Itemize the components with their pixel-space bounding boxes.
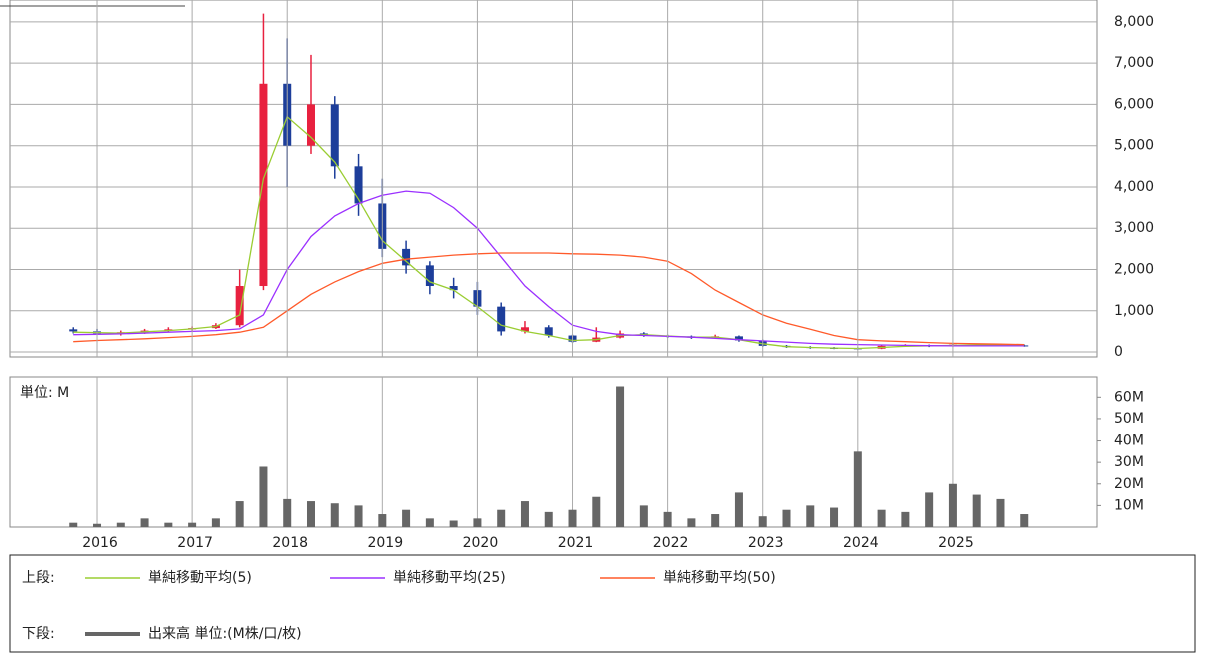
legend-upper-label: 上段: (22, 570, 55, 586)
y-tick-label: 1,000 (1114, 303, 1154, 319)
volume-bar (473, 518, 482, 527)
volume-bar (235, 501, 244, 527)
ma-line (73, 115, 1025, 350)
volume-bar (259, 466, 268, 527)
legend-label: 単純移動平均(50) (663, 570, 776, 586)
volume-bar (378, 514, 387, 527)
volume-bar (972, 494, 981, 527)
ma-line (73, 190, 1025, 347)
candle-body (354, 166, 363, 204)
volume-bar (544, 511, 553, 527)
volume-bar (306, 501, 315, 527)
y-tick-label: 40M (1114, 433, 1144, 449)
volume-bar (449, 520, 458, 527)
y-tick-label: 50M (1114, 411, 1144, 427)
volume-bar (948, 483, 957, 527)
volume-bar (497, 509, 506, 527)
candle-body (69, 329, 78, 332)
volume-bar (354, 505, 363, 527)
volume-bar (425, 518, 434, 527)
y-tick-label: 10M (1114, 497, 1144, 513)
volume-bar (616, 386, 625, 527)
legend-label: 出来高 単位:(M株/口/枚) (148, 625, 302, 642)
candle-body (497, 306, 506, 332)
candle-body (402, 248, 411, 266)
volume-bar (1020, 514, 1029, 527)
legend-label: 単純移動平均(25) (393, 570, 506, 586)
volume-bar (663, 511, 672, 527)
x-tick-label: 2020 (463, 535, 499, 551)
x-tick-label: 2016 (82, 535, 118, 551)
volume-bar (520, 501, 529, 527)
y-tick-label: 0 (1114, 344, 1123, 360)
volume-bar (330, 503, 339, 527)
y-tick-label: 6,000 (1114, 96, 1154, 112)
y-tick-label: 8,000 (1114, 14, 1154, 30)
volume-bar (164, 522, 173, 527)
candle-body (425, 265, 434, 287)
x-tick-label: 2021 (558, 535, 594, 551)
volume-bar (830, 507, 839, 527)
volume-bar (877, 509, 886, 527)
volume-bar (782, 509, 791, 527)
y-tick-label: 4,000 (1114, 179, 1154, 195)
y-tick-label: 30M (1114, 454, 1144, 470)
volume-bar (188, 522, 197, 527)
volume-bar (93, 523, 102, 527)
volume-bar (925, 492, 934, 527)
volume-bar (806, 505, 815, 527)
volume-bar (734, 492, 743, 527)
candle-body (259, 83, 268, 287)
x-tick-label: 2022 (653, 535, 689, 551)
volume-bar (853, 451, 862, 527)
candle-body (235, 286, 244, 326)
legend-lower-label: 下段: (22, 626, 55, 642)
x-tick-label: 2018 (272, 535, 308, 551)
candle-body (306, 104, 315, 146)
legend-label: 単純移動平均(5) (148, 570, 252, 586)
x-tick-label: 2024 (843, 535, 879, 551)
volume-bar (140, 518, 149, 527)
candle-body (330, 104, 339, 167)
volume-bar (996, 498, 1005, 527)
candle-body (1020, 345, 1029, 347)
volume-bar (592, 496, 601, 527)
volume-bar (283, 498, 292, 527)
volume-bar (402, 509, 411, 527)
volume-panel (9, 376, 1098, 528)
volume-bar (758, 516, 767, 527)
volume-bar (116, 522, 125, 527)
volume-bar (211, 518, 220, 527)
x-tick-label: 2025 (938, 535, 974, 551)
y-tick-label: 5,000 (1114, 138, 1154, 154)
candle-body (449, 286, 458, 291)
y-tick-label: 7,000 (1114, 55, 1154, 71)
unit-label: 単位: M (20, 385, 69, 401)
candle-body (544, 327, 553, 336)
x-tick-label: 2017 (177, 535, 213, 551)
y-tick-label: 2,000 (1114, 262, 1154, 278)
candle-body (520, 327, 529, 332)
price-panel (9, 0, 1098, 358)
legend-box (9, 554, 1196, 653)
volume-bar (711, 514, 720, 527)
volume-bar (568, 509, 577, 527)
x-tick-label: 2023 (748, 535, 784, 551)
y-tick-label: 20M (1114, 476, 1144, 492)
volume-bar (687, 518, 696, 527)
volume-bar (901, 511, 910, 527)
x-tick-label: 2019 (367, 535, 403, 551)
y-tick-label: 3,000 (1114, 220, 1154, 236)
volume-bar (69, 522, 78, 527)
y-tick-label: 60M (1114, 389, 1144, 405)
volume-bar (639, 505, 648, 527)
ma-line (73, 252, 1025, 346)
candle-body (734, 336, 743, 341)
